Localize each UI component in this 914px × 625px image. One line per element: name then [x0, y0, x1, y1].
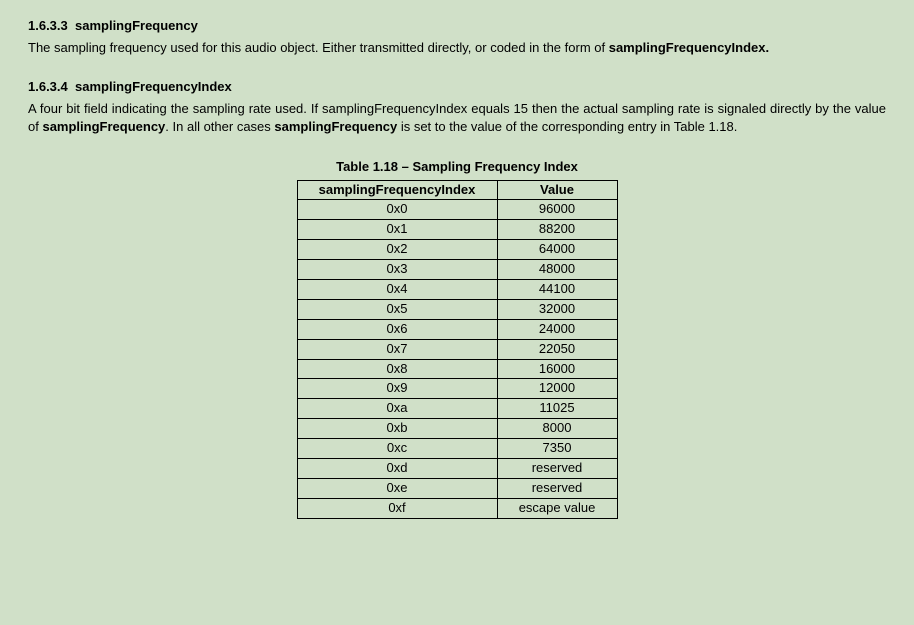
section2-text-b1: samplingFrequency: [42, 119, 165, 134]
table-title: Table 1.18 – Sampling Frequency Index: [28, 159, 886, 174]
table-cell-value: 16000: [497, 359, 617, 379]
table-cell-index: 0x0: [297, 200, 497, 220]
table-cell-index: 0xe: [297, 478, 497, 498]
table-cell-value: 48000: [497, 260, 617, 280]
table-row: 0xb8000: [297, 419, 617, 439]
table-row: 0xdreserved: [297, 459, 617, 479]
table-cell-value: 88200: [497, 220, 617, 240]
table-cell-index: 0xc: [297, 439, 497, 459]
table-row: 0x912000: [297, 379, 617, 399]
section1-text-pre: The sampling frequency used for this aud…: [28, 40, 609, 55]
section-number-2: 1.6.3.4: [28, 79, 68, 94]
section-header-1: 1.6.3.3 samplingFrequency: [28, 18, 886, 33]
table-cell-index: 0x8: [297, 359, 497, 379]
table-header-value: Value: [497, 180, 617, 200]
table-cell-index: 0x7: [297, 339, 497, 359]
section-header-2: 1.6.3.4 samplingFrequencyIndex: [28, 79, 886, 94]
table-cell-index: 0x6: [297, 319, 497, 339]
table-cell-value: 8000: [497, 419, 617, 439]
table-row: 0xc7350: [297, 439, 617, 459]
table-row: 0x722050: [297, 339, 617, 359]
table-cell-value: 24000: [497, 319, 617, 339]
table-cell-index: 0x9: [297, 379, 497, 399]
table-row: 0x096000: [297, 200, 617, 220]
table-cell-value: 11025: [497, 399, 617, 419]
table-row: 0x188200: [297, 220, 617, 240]
table-header-index: samplingFrequencyIndex: [297, 180, 497, 200]
table-cell-value: 64000: [497, 240, 617, 260]
table-row: 0xereserved: [297, 478, 617, 498]
table-cell-value: 12000: [497, 379, 617, 399]
table-row: 0x348000: [297, 260, 617, 280]
table-row: 0x444100: [297, 280, 617, 300]
section-title-1: samplingFrequency: [75, 18, 198, 33]
frequency-table: samplingFrequencyIndex Value 0x0960000x1…: [297, 180, 618, 519]
section-number-1: 1.6.3.3: [28, 18, 68, 33]
table-cell-index: 0xd: [297, 459, 497, 479]
table-cell-value: reserved: [497, 459, 617, 479]
table-body: 0x0960000x1882000x2640000x3480000x444100…: [297, 200, 617, 518]
table-row: 0xfescape value: [297, 498, 617, 518]
section1-text-bold: samplingFrequencyIndex.: [609, 40, 769, 55]
section-body-1: The sampling frequency used for this aud…: [28, 39, 886, 57]
table-cell-index: 0x2: [297, 240, 497, 260]
table-cell-index: 0xf: [297, 498, 497, 518]
section-body-2: A four bit field indicating the sampling…: [28, 100, 886, 136]
table-cell-value: 96000: [497, 200, 617, 220]
table-cell-value: 44100: [497, 280, 617, 300]
section2-text-b2: samplingFrequency: [274, 119, 397, 134]
section-title-2: samplingFrequencyIndex: [75, 79, 232, 94]
table-cell-value: 22050: [497, 339, 617, 359]
table-cell-index: 0x1: [297, 220, 497, 240]
table-row: 0x264000: [297, 240, 617, 260]
table-cell-value: reserved: [497, 478, 617, 498]
table-cell-index: 0x3: [297, 260, 497, 280]
table-row: 0x532000: [297, 299, 617, 319]
table-cell-index: 0x4: [297, 280, 497, 300]
table-cell-value: 7350: [497, 439, 617, 459]
table-cell-value: 32000: [497, 299, 617, 319]
table-header-row: samplingFrequencyIndex Value: [297, 180, 617, 200]
table-cell-index: 0x5: [297, 299, 497, 319]
table-row: 0xa11025: [297, 399, 617, 419]
section2-text-p2: . In all other cases: [165, 119, 274, 134]
table-cell-value: escape value: [497, 498, 617, 518]
table-cell-index: 0xa: [297, 399, 497, 419]
table-row: 0x624000: [297, 319, 617, 339]
section2-text-p3: is set to the value of the corresponding…: [397, 119, 737, 134]
table-row: 0x816000: [297, 359, 617, 379]
table-cell-index: 0xb: [297, 419, 497, 439]
